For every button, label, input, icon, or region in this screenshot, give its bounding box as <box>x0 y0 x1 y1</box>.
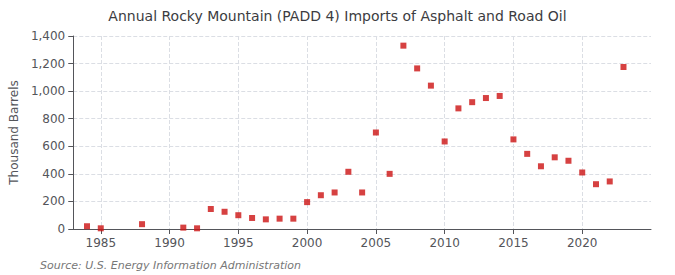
svg-text:Source: U.S. Energy Informatio: Source: U.S. Energy Information Administ… <box>40 259 301 272</box>
svg-text:1995: 1995 <box>223 236 254 250</box>
svg-text:1,400: 1,400 <box>31 29 65 43</box>
svg-text:Annual Rocky Mountain (PADD 4): Annual Rocky Mountain (PADD 4) Imports o… <box>108 8 566 24</box>
svg-text:2010: 2010 <box>429 236 460 250</box>
svg-text:400: 400 <box>42 167 65 181</box>
svg-text:800: 800 <box>42 112 65 126</box>
svg-text:2020: 2020 <box>567 236 598 250</box>
svg-text:1990: 1990 <box>154 236 185 250</box>
svg-text:2005: 2005 <box>361 236 392 250</box>
svg-text:200: 200 <box>42 194 65 208</box>
svg-text:2000: 2000 <box>292 236 323 250</box>
svg-text:Thousand Barrels: Thousand Barrels <box>7 80 21 185</box>
svg-text:2015: 2015 <box>498 236 529 250</box>
svg-text:600: 600 <box>42 139 65 153</box>
svg-text:0: 0 <box>58 222 66 236</box>
svg-text:1985: 1985 <box>85 236 116 250</box>
svg-text:1,000: 1,000 <box>31 84 65 98</box>
svg-text:1,200: 1,200 <box>31 57 65 71</box>
